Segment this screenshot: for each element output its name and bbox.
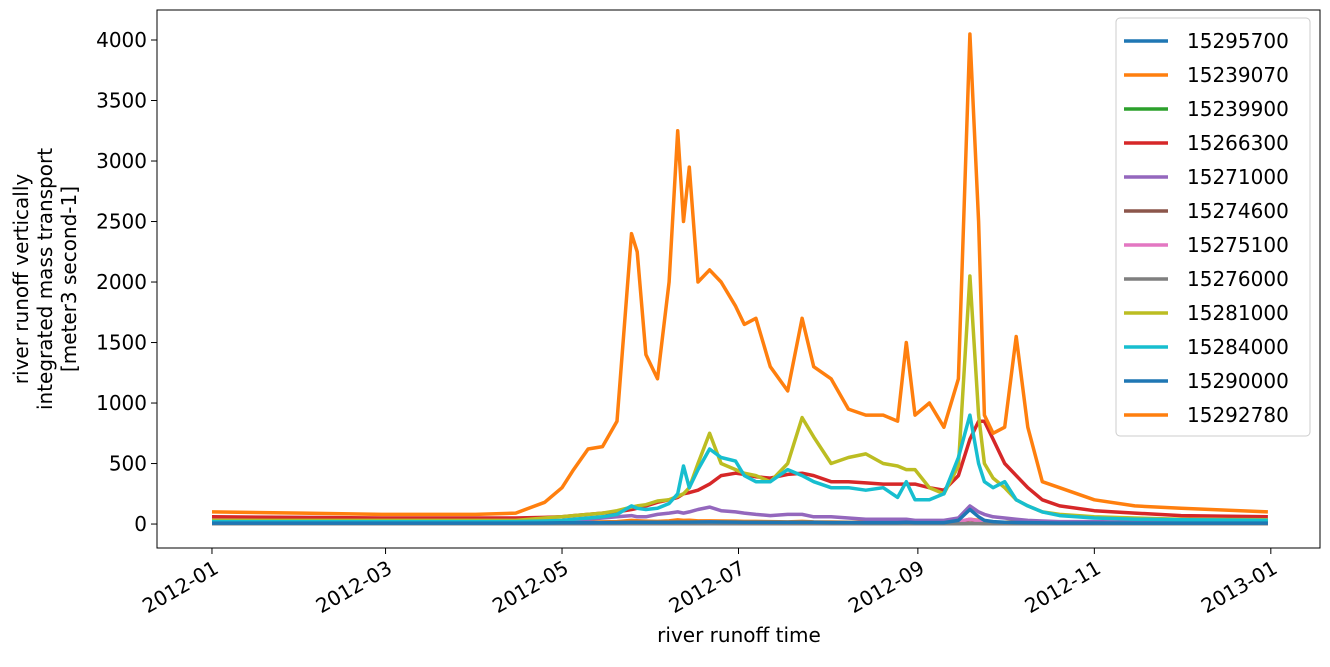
y-axis-title: river runoff vertically integrated mass …	[9, 148, 81, 410]
legend-label: 15274600	[1187, 199, 1289, 223]
legend: 15295700 15239070 15239900 15266300 15271000…	[1116, 18, 1310, 436]
legend-label: 15284000	[1187, 335, 1289, 359]
y-axis-title-line: integrated mass transport	[33, 148, 57, 410]
x-tick-label: 2012-11	[1020, 556, 1104, 619]
y-tick-label: 3500	[96, 89, 147, 113]
legend-label: 15275100	[1187, 233, 1289, 257]
legend-label: 15266300	[1187, 131, 1289, 155]
y-axis-title-line: [meter3 second-1]	[57, 186, 81, 372]
series-group	[212, 34, 1268, 524]
legend-label: 15271000	[1187, 165, 1289, 189]
x-axis-title: river runoff time	[657, 623, 821, 647]
legend-label: 15292780	[1187, 403, 1289, 427]
y-axis-title-line: river runoff vertically	[9, 174, 33, 385]
y-tick-label: 1000	[96, 391, 147, 415]
legend-label: 15276000	[1187, 267, 1289, 291]
y-tick-label: 3000	[96, 149, 147, 173]
legend-label: 15290000	[1187, 369, 1289, 393]
series-line	[212, 415, 1268, 521]
y-tick-label: 2000	[96, 270, 147, 294]
x-tick-label: 2012-05	[488, 556, 572, 619]
x-tick-label: 2012-03	[312, 556, 396, 619]
x-tick-label: 2012-09	[844, 556, 928, 619]
y-tick-label: 2500	[96, 210, 147, 234]
x-tick-label: 2013-01	[1197, 556, 1281, 619]
legend-label: 15239900	[1187, 97, 1289, 121]
x-tick-label: 2012-07	[665, 556, 749, 619]
x-tick-label: 2012-01	[138, 556, 222, 619]
legend-label: 15239070	[1187, 63, 1289, 87]
y-tick-label: 4000	[96, 28, 147, 52]
y-tick-label: 500	[109, 452, 147, 476]
y-tick-label: 0	[134, 512, 147, 536]
series-line	[212, 34, 1268, 514]
y-tick-label: 1500	[96, 331, 147, 355]
legend-label: 15295700	[1187, 29, 1289, 53]
legend-label: 15281000	[1187, 301, 1289, 325]
